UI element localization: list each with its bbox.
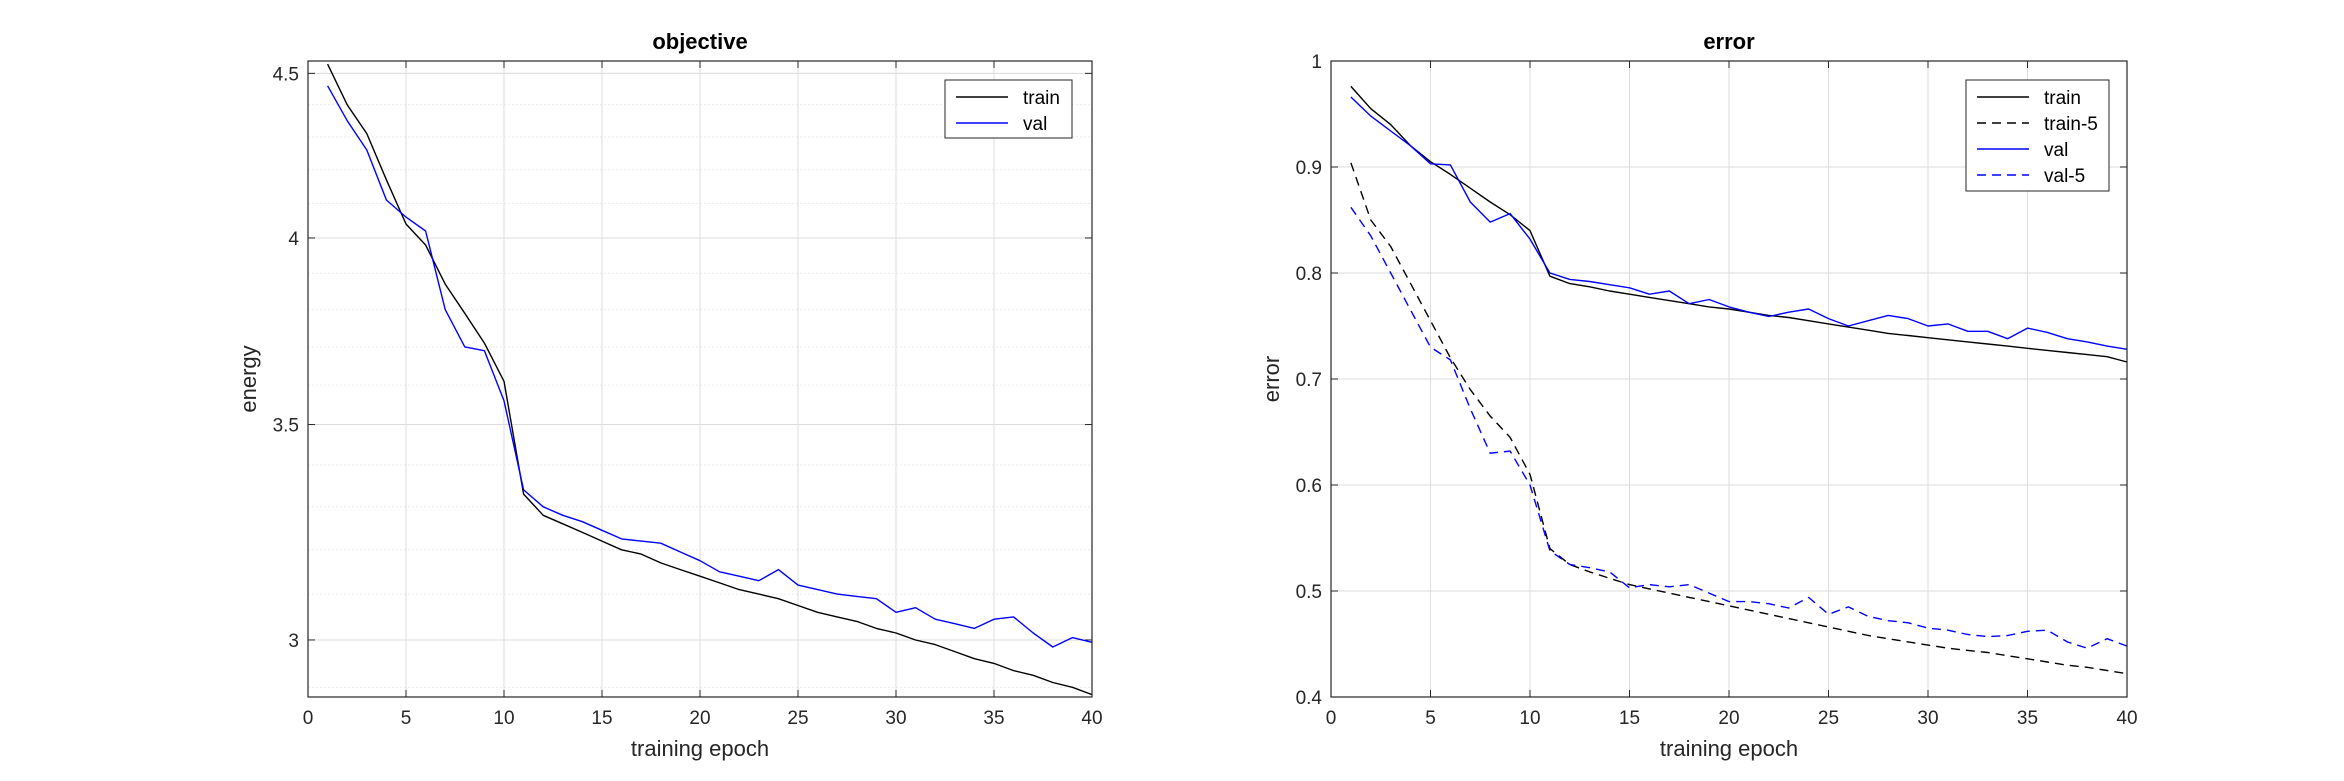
axes-box [307, 60, 1093, 698]
x-tick-label: 20 [1718, 708, 1739, 729]
y-axis-label: error [1259, 356, 1284, 402]
x-tick-label: 10 [493, 708, 514, 729]
x-tick-label: 15 [591, 708, 612, 729]
y-axis-label: energy [236, 345, 261, 412]
legend: train train-5 val val-5 [1965, 79, 2110, 192]
y-tick-label: 0.8 [1296, 264, 1322, 285]
legend-label-val-5: val-5 [2044, 166, 2085, 187]
y-tick-label: 0.9 [1296, 158, 1322, 179]
x-tick-label: 25 [787, 708, 808, 729]
x-tick-label: 15 [1619, 708, 1640, 729]
x-tick-label: 40 [2116, 708, 2137, 729]
x-tick-label: 0 [303, 708, 314, 729]
y-tick-label: 0.6 [1296, 476, 1322, 497]
x-tick-label: 40 [1081, 708, 1102, 729]
y-tick-label: 3.5 [273, 416, 299, 437]
x-tick-label: 10 [1519, 708, 1540, 729]
x-tick-label: 5 [401, 708, 412, 729]
legend-label-train: train [2044, 88, 2081, 109]
x-tick-label: 35 [2017, 708, 2038, 729]
y-tick-label: 4.5 [273, 64, 299, 85]
y-tick-label: 4 [288, 229, 299, 250]
legend-box [1965, 79, 2110, 192]
y-tick-label: 0.4 [1296, 688, 1323, 709]
series-line-train-5 [1350, 162, 2128, 675]
x-axis-label: training epoch [631, 736, 769, 761]
x-tick-label: 25 [1818, 708, 1839, 729]
x-tick-label: 0 [1326, 708, 1337, 729]
y-tick-label: 0.5 [1296, 582, 1322, 603]
series-line-val [326, 85, 1093, 648]
x-tick-label: 20 [689, 708, 710, 729]
chart-1: 0 5 10 15 20 25 30 35 40 0.4 0.5 0.6 0.7 0.8 0.9 1 error… [1259, 29, 2138, 761]
axes-box [1330, 60, 2128, 698]
series-line-val [1350, 96, 2128, 350]
legend: train val [944, 79, 1073, 139]
chart-title: objective [652, 29, 747, 54]
x-tick-label: 30 [1917, 708, 1938, 729]
y-tick-label: 0.7 [1296, 370, 1322, 391]
chart-0: 0 5 10 15 20 25 30 35 40 3 3.5 4 4.5 objective trainin… [236, 29, 1103, 761]
y-tick-label: 1 [1311, 52, 1322, 73]
legend-label-val: val [2044, 140, 2068, 161]
x-tick-label: 35 [983, 708, 1004, 729]
series-line-val-5 [1350, 206, 2128, 649]
y-tick-label: 3 [288, 631, 299, 652]
chart-title: error [1703, 29, 1755, 54]
legend-label-val: val [1023, 114, 1047, 135]
x-tick-label: 30 [885, 708, 906, 729]
legend-label-train: train [1023, 88, 1060, 109]
x-tick-label: 5 [1425, 708, 1436, 729]
series-line-train [1350, 85, 2128, 363]
series-line-train [326, 63, 1093, 696]
x-axis-label: training epoch [1660, 736, 1798, 761]
legend-box [944, 79, 1073, 139]
legend-label-train-5: train-5 [2044, 114, 2098, 135]
